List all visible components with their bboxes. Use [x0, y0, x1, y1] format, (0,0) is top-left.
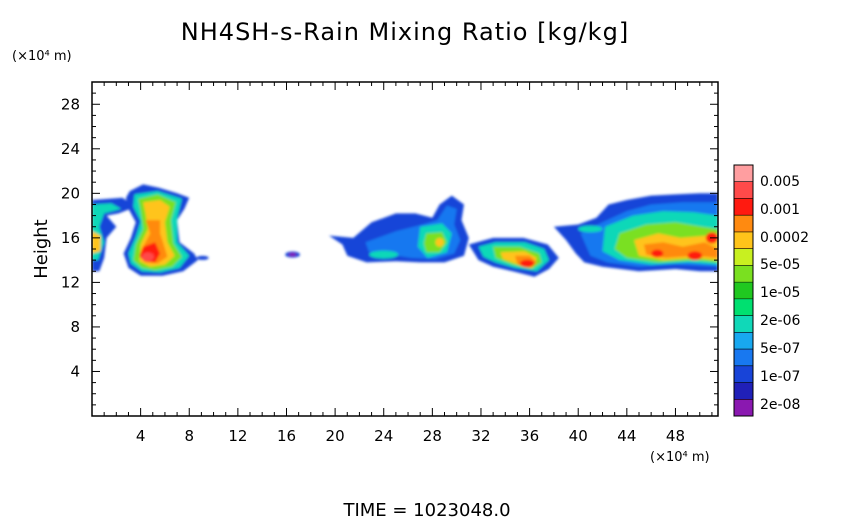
cloud-d-core	[435, 237, 444, 247]
cloud-f-rim	[578, 225, 603, 233]
cloud-c-edge	[288, 253, 297, 257]
x-axis-tick-labels: 4 8 12 16 20 24 28 32 36 40 44 48	[136, 427, 685, 445]
x-tick-label: 20	[326, 427, 345, 445]
y-tick-label: 16	[61, 229, 80, 247]
colorbar-swatch	[734, 365, 753, 383]
y-tick-label: 20	[61, 184, 80, 202]
y-tick-label: 8	[70, 318, 80, 336]
colorbar-swatch	[734, 298, 753, 316]
y-axis-tick-labels: 4 8 12 16 20 24 28	[61, 95, 80, 380]
colorbar-label: 2e-08	[760, 397, 800, 413]
colorbar-swatch	[734, 231, 753, 249]
x-tick-label: 36	[520, 427, 539, 445]
colorbar-labels: 0.005 0.001 0.0002 5e-05 1e-05 2e-06 5e-07 1e-0…	[760, 174, 809, 413]
colorbar-swatch	[734, 399, 753, 417]
colorbar-label: 0.001	[760, 202, 800, 218]
cloud-e-peak	[519, 259, 535, 268]
cloud-b-tail	[196, 255, 209, 260]
x-tick-label: 24	[374, 427, 393, 445]
x-tick-label: 4	[136, 427, 146, 445]
time-footer: TIME = 1023048.0	[342, 500, 510, 519]
cloud-f-peak-b	[651, 249, 664, 258]
colorbar-swatch	[734, 382, 753, 400]
axis-ticks	[92, 82, 718, 416]
y-tick-label: 24	[61, 140, 80, 158]
colorbar-label: 1e-07	[760, 369, 800, 385]
colorbar-label: 5e-07	[760, 341, 800, 357]
colorbar-label: 0.005	[760, 174, 800, 190]
colorbar-swatch	[734, 282, 753, 300]
x-tick-label: 32	[471, 427, 490, 445]
x-tick-label: 8	[184, 427, 194, 445]
colorbar-swatch	[734, 315, 753, 333]
colorbar-swatch	[734, 248, 753, 266]
colorbar-swatch	[734, 349, 753, 367]
mixing-ratio-field	[92, 184, 718, 277]
x-tick-label: 44	[617, 427, 636, 445]
colorbar-swatch	[734, 265, 753, 283]
x-tick-label: 16	[277, 427, 296, 445]
cloud-a-core	[92, 231, 101, 254]
cloud-b-peak	[141, 252, 154, 262]
colorbar-swatch	[734, 215, 753, 233]
plot-area	[92, 184, 718, 277]
y-unit-label: (×10⁴ m)	[12, 49, 72, 64]
y-tick-label: 12	[61, 273, 80, 291]
cloud-d-green	[423, 232, 447, 253]
y-axis-label: Height	[31, 219, 52, 279]
x-tick-label: 48	[666, 427, 685, 445]
colorbar-swatch	[734, 165, 753, 183]
colorbar-swatch	[734, 198, 753, 216]
x-tick-label: 40	[569, 427, 588, 445]
x-unit-label: (×10⁴ m)	[650, 450, 710, 465]
colorbar-swatch	[734, 181, 753, 199]
colorbar	[733, 164, 754, 417]
x-tick-label: 28	[423, 427, 442, 445]
colorbar-label: 0.0002	[760, 230, 809, 246]
y-tick-label: 4	[70, 362, 80, 380]
chart-title: NH4SH-s-Rain Mixing Ratio [kg/kg]	[181, 18, 629, 46]
colorbar-frame	[733, 164, 754, 417]
cloud-d-base	[369, 250, 399, 259]
colorbar-swatch	[734, 332, 753, 350]
colorbar-label: 1e-05	[760, 285, 800, 301]
colorbar-label: 2e-06	[760, 313, 800, 329]
colorbar-label: 5e-05	[760, 257, 800, 273]
x-tick-label: 12	[228, 427, 247, 445]
y-tick-label: 28	[61, 95, 80, 113]
cloud-f-peak-a	[687, 251, 703, 261]
